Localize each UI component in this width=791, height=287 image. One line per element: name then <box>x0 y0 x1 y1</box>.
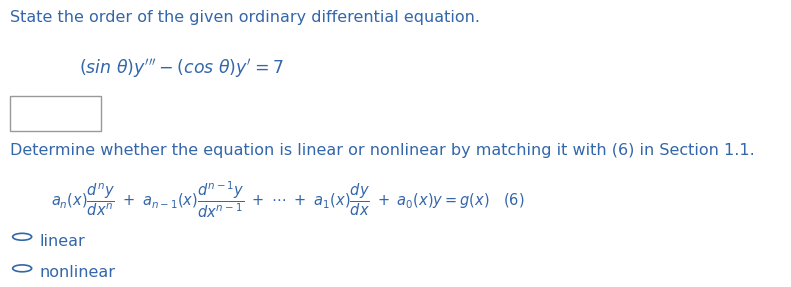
Text: State the order of the given ordinary differential equation.: State the order of the given ordinary di… <box>10 10 480 25</box>
Text: Determine whether the equation is linear or nonlinear by matching it with (6) in: Determine whether the equation is linear… <box>10 144 755 158</box>
Text: $(\mathit{sin}\ \theta)y''' - (\mathit{cos}\ \theta)y' = 7$: $(\mathit{sin}\ \theta)y''' - (\mathit{c… <box>79 57 284 80</box>
Text: nonlinear: nonlinear <box>40 265 115 280</box>
Text: $a_n(x)\dfrac{d^n y}{dx^n}\ +\ a_{n-1}(x)\dfrac{d^{n-1}y}{dx^{n-1}}\ +\ \cdots\ : $a_n(x)\dfrac{d^n y}{dx^n}\ +\ a_{n-1}(x… <box>51 179 525 220</box>
Text: linear: linear <box>40 234 85 249</box>
FancyBboxPatch shape <box>10 96 101 131</box>
